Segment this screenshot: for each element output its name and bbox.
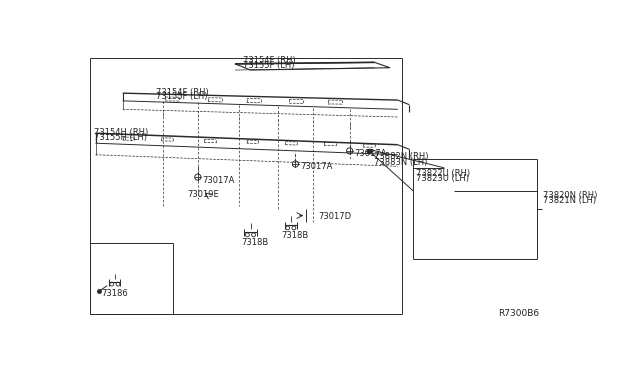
Text: 73822U (RH): 73822U (RH): [417, 169, 470, 177]
Text: 73155F (LH): 73155F (LH): [156, 92, 207, 102]
Text: 73823U (LH): 73823U (LH): [417, 174, 469, 183]
Text: 73019E: 73019E: [187, 190, 219, 199]
Text: 73155H (LH): 73155H (LH): [94, 133, 147, 142]
Text: 73154F (RH): 73154F (RH): [243, 56, 296, 65]
Text: 73017A: 73017A: [300, 162, 332, 171]
Text: 73155F (LH): 73155F (LH): [243, 61, 294, 70]
Text: 73154H (RH): 73154H (RH): [94, 128, 148, 137]
Text: R7300B6: R7300B6: [499, 309, 540, 318]
Text: 73017A: 73017A: [355, 150, 387, 158]
Text: 73017A: 73017A: [202, 176, 235, 185]
Text: 73017D: 73017D: [319, 212, 352, 221]
Text: 73154F (RH): 73154F (RH): [156, 88, 209, 97]
Text: 73186: 73186: [102, 289, 129, 298]
Text: 73882N (RH): 73882N (RH): [374, 153, 429, 161]
Text: 73883N (LH): 73883N (LH): [374, 158, 428, 167]
Text: 7318B: 7318B: [282, 231, 308, 240]
Text: 73820N (RH): 73820N (RH): [543, 191, 597, 200]
Text: 7318B: 7318B: [241, 238, 268, 247]
Text: 73821N (LH): 73821N (LH): [543, 196, 596, 205]
